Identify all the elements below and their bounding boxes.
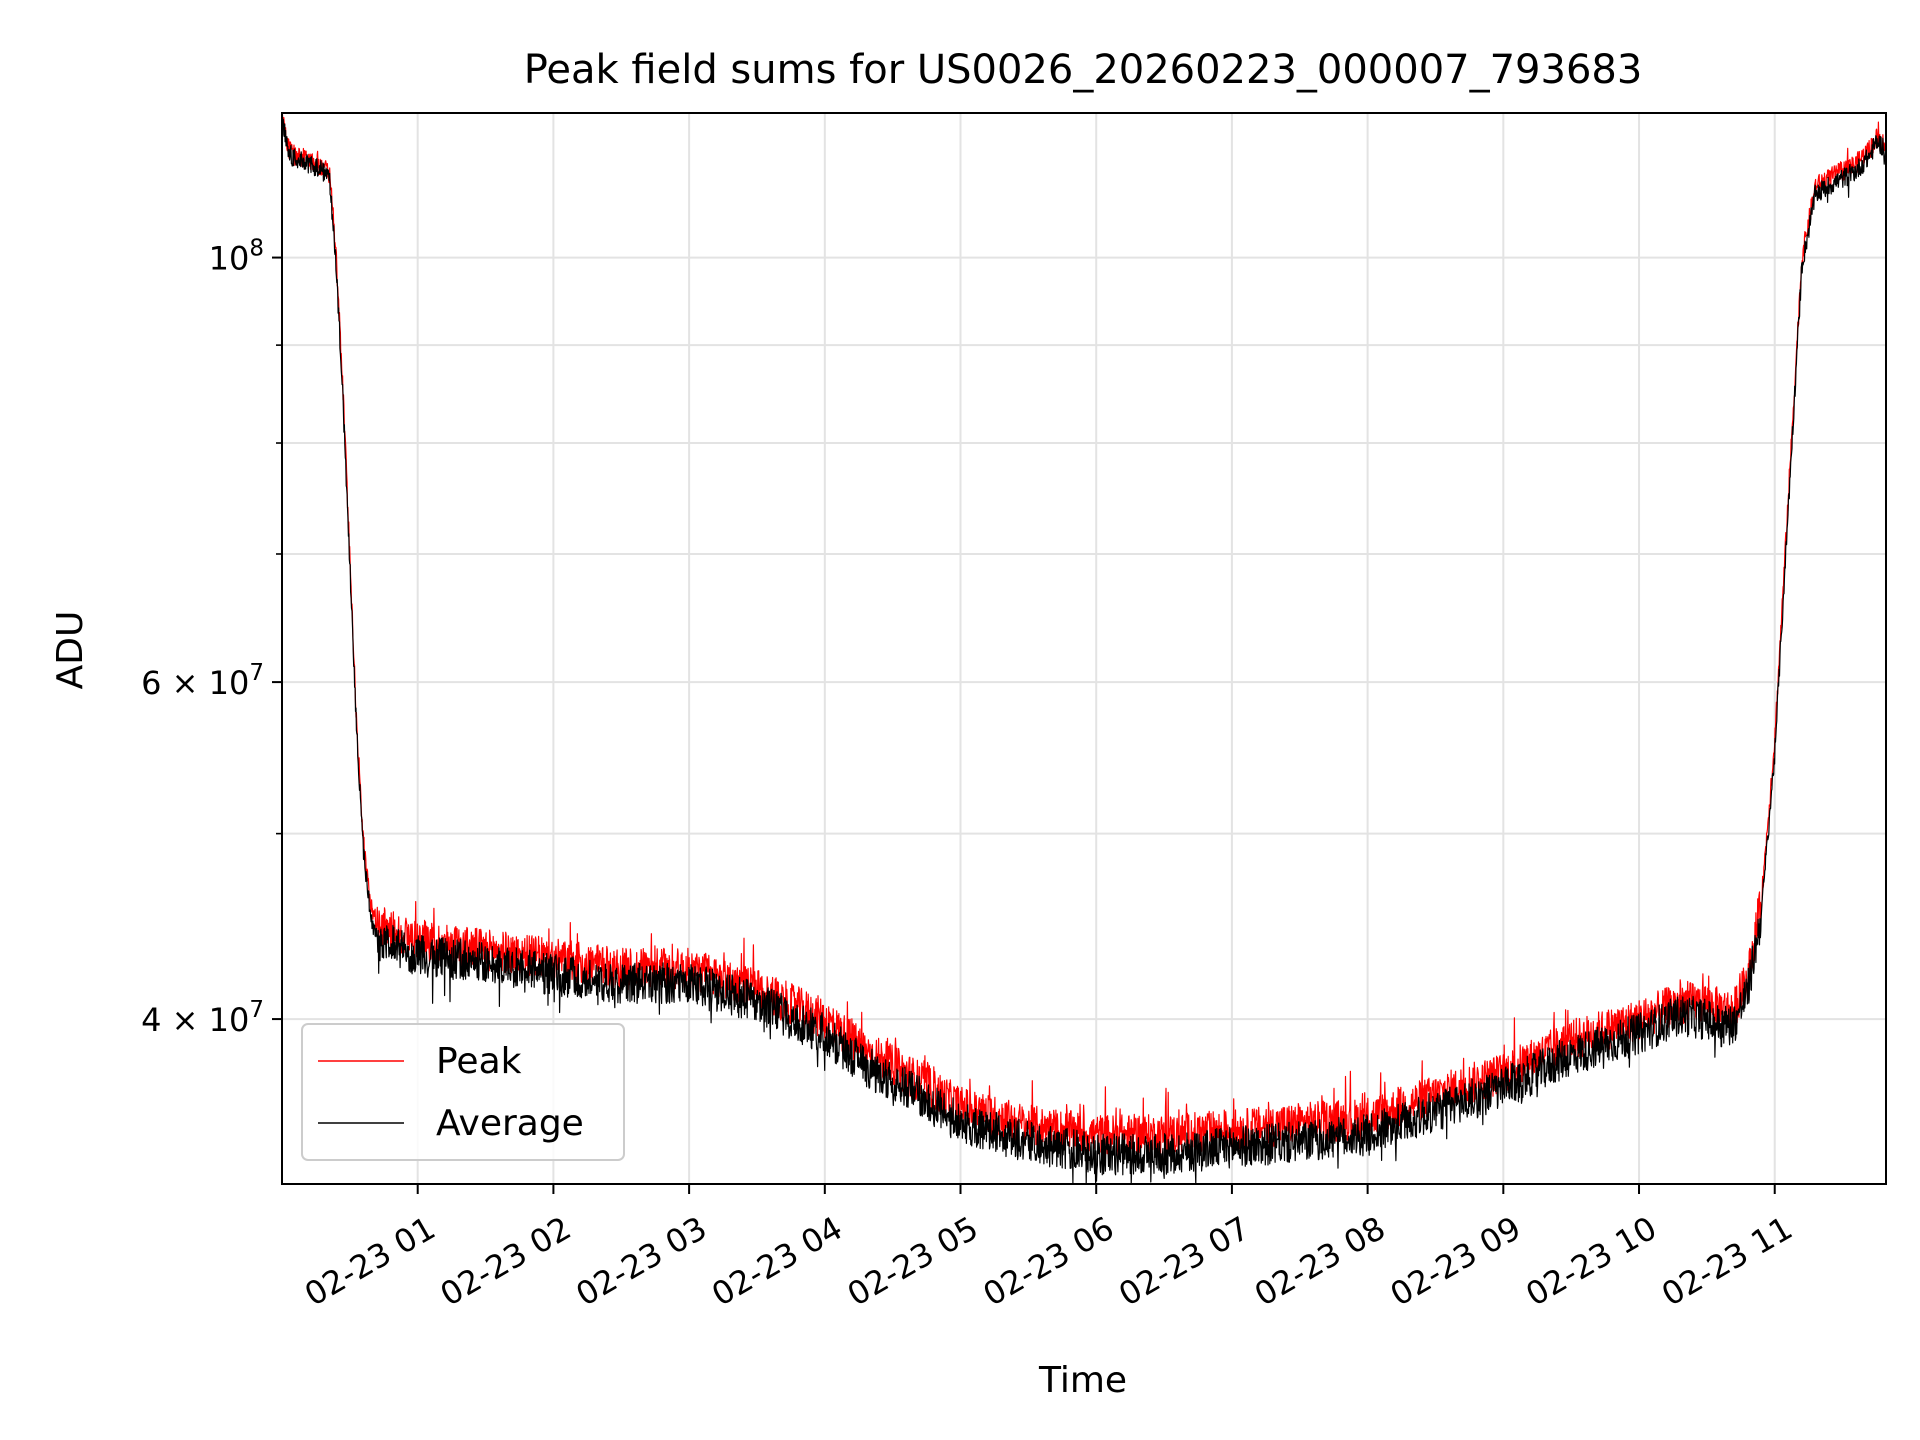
y-axis-label: ADU <box>50 611 91 690</box>
y-tick-label: 4 × 107 <box>141 997 264 1039</box>
y-tick-label-exponent: 7 <box>249 997 264 1023</box>
legend-box <box>301 1023 625 1161</box>
legend-label-average: Average <box>436 1103 584 1144</box>
y-tick-label-base: 6 × 10 <box>141 664 249 702</box>
x-axis-label: Time <box>1038 1360 1127 1401</box>
chart-title: Peak field sums for US0026_20260223_0000… <box>524 47 1643 93</box>
plot-frame <box>281 112 1887 1185</box>
y-tick-label-base: 4 × 10 <box>141 1001 249 1039</box>
y-tick-label-exponent: 8 <box>249 236 264 262</box>
y-tick-label: 6 × 107 <box>141 660 264 702</box>
y-tick-label: 108 <box>209 236 264 278</box>
y-tick-label-exponent: 7 <box>249 660 264 686</box>
legend: Peak Average <box>301 1023 625 1161</box>
legend-label-peak: Peak <box>436 1041 522 1082</box>
y-tick-label-base: 10 <box>209 240 250 278</box>
series-lines <box>281 112 1887 1185</box>
series-line-average <box>281 118 1887 1185</box>
grid-lines <box>282 113 1886 1184</box>
